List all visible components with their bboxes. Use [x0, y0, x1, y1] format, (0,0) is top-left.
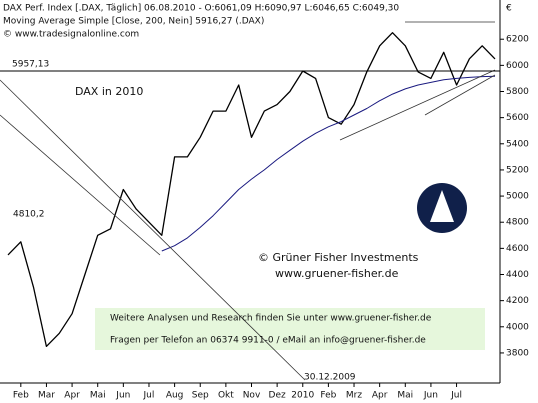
y-tick-label: 4400 [506, 270, 529, 280]
trend-line [0, 114, 161, 256]
x-tick-label: Aug [166, 391, 184, 401]
annotation: DAX in 2010 [75, 85, 143, 98]
trend-line [424, 74, 496, 116]
annotation: www.gruener-fisher.de [275, 267, 399, 280]
y-tick-label: 6200 [506, 35, 529, 45]
x-tick-label: Feb [13, 391, 29, 401]
x-tick-label: 2010 [291, 391, 314, 401]
annotation: © Grüner Fisher Investments [258, 251, 419, 264]
x-tick-label: Mai [397, 391, 413, 401]
logo-tree [430, 190, 454, 222]
x-tick-label: Feb [320, 391, 336, 401]
header-line: Moving Average Simple [Close, 200, Nein]… [3, 17, 264, 27]
x-tick-label: Jun [115, 391, 130, 401]
series-line [161, 75, 496, 252]
trend-line [0, 79, 306, 381]
y-tick-label: 3800 [506, 348, 529, 358]
y-tick-label: 4800 [506, 218, 529, 228]
x-tick-label: Nov [243, 391, 261, 401]
x-tick-label: Apr [372, 391, 388, 401]
y-tick-label: 5800 [506, 87, 529, 97]
series-line [7, 32, 496, 348]
info-box [95, 308, 485, 350]
annotation: Fragen per Telefon an 06374 9911-0 / eMa… [110, 336, 426, 346]
trend-line [339, 69, 496, 141]
y-tick-label: 4000 [506, 322, 529, 332]
y-tick-label: 5400 [506, 139, 529, 149]
reference-label: 5957,13 [12, 59, 49, 69]
x-tick-label: Mar [38, 391, 55, 401]
x-tick-label: Mrz [346, 391, 362, 401]
x-tick-label: Jun [423, 391, 438, 401]
x-tick-label: Apr [64, 391, 80, 401]
x-tick-label: Jul [450, 391, 462, 401]
header-line: © www.tradesignalonline.com [3, 30, 139, 40]
x-tick-label: Dez [269, 391, 286, 401]
y-unit: € [506, 4, 512, 14]
header-line: DAX Perf. Index [.DAX, Täglich] 06.08.20… [3, 4, 399, 14]
y-tick-label: 4200 [506, 296, 529, 306]
y-tick-label: 4600 [506, 244, 529, 254]
y-tick-label: 6000 [506, 61, 529, 71]
y-tick-label: 5600 [506, 113, 529, 123]
x-tick-label: Mai [90, 391, 106, 401]
y-tick-label: 5000 [506, 192, 529, 202]
plot-area [7, 32, 496, 348]
y-tick-label: 5200 [506, 165, 529, 175]
annotation: Weitere Analysen und Research finden Sie… [110, 314, 432, 324]
annotation: 30.12.2009 [304, 373, 356, 383]
x-tick-label: Jul [143, 391, 155, 401]
x-tick-label: Okt [218, 391, 234, 401]
annotation: 4810,2 [13, 210, 45, 220]
x-tick-label: Sep [192, 391, 209, 401]
